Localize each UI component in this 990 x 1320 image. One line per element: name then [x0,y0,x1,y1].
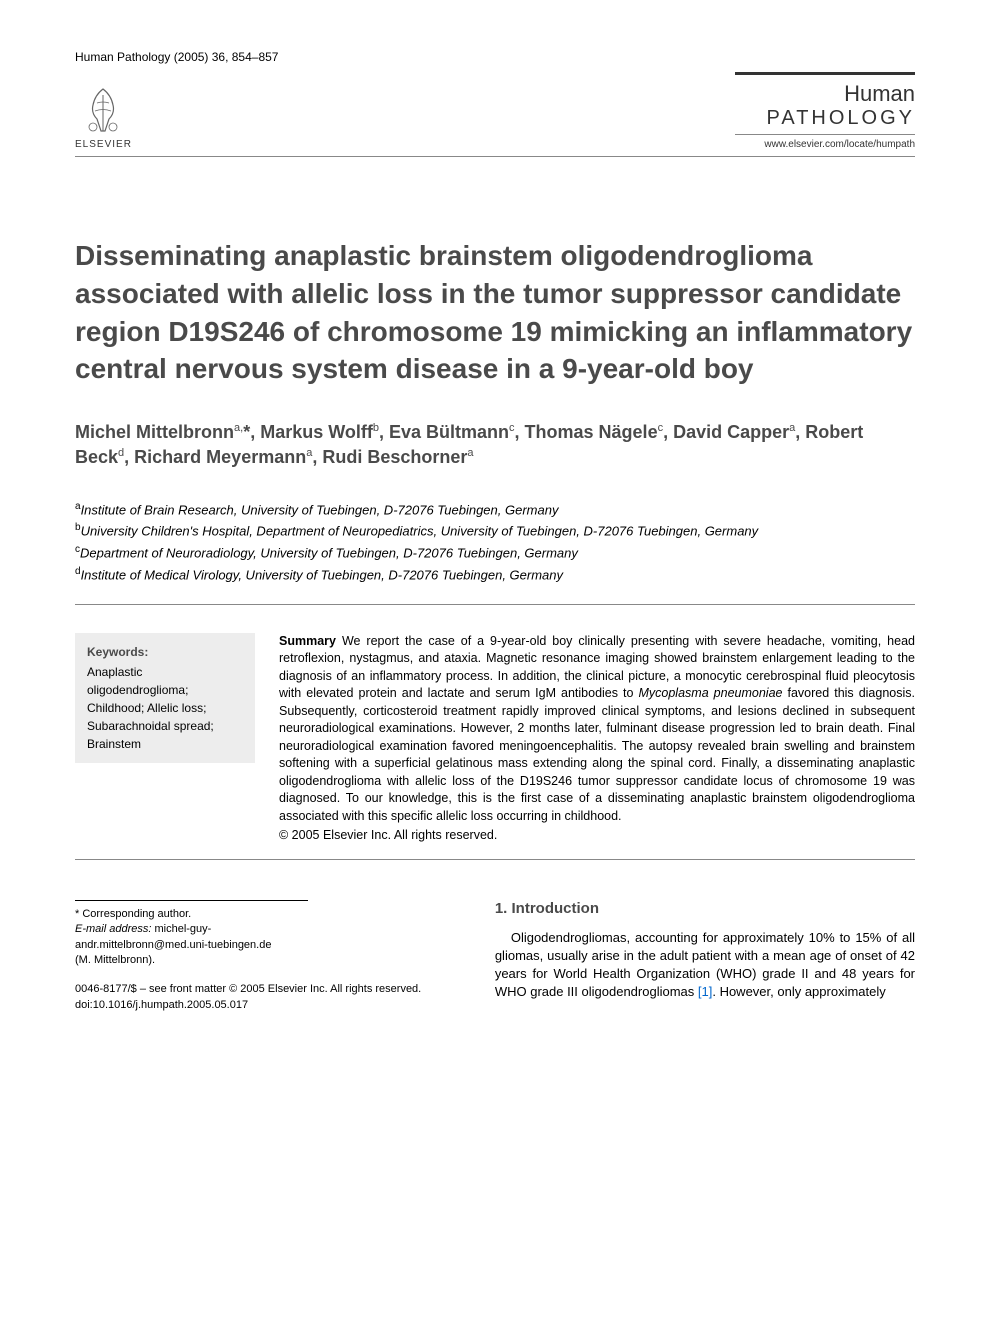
abstract-row: Keywords: Anaplastic oligodendroglioma; … [75,633,915,860]
email-author: (M. Mittelbronn). [75,953,308,968]
affiliation-line: bUniversity Children's Hospital, Departm… [75,520,915,541]
right-column: 1. Introduction Oligodendrogliomas, acco… [495,900,915,1013]
keywords-box: Keywords: Anaplastic oligodendroglioma; … [75,633,255,763]
corresponding-note: * Corresponding author. [75,907,308,922]
publisher-name: ELSEVIER [75,139,132,150]
email-line: E-mail address: michel-guy-andr.mittelbr… [75,922,308,953]
lower-columns: * Corresponding author. E-mail address: … [75,900,915,1013]
journal-name-line1: Human [735,81,915,107]
summary-heading: Summary [279,634,336,648]
summary-copyright: © 2005 Elsevier Inc. All rights reserved… [279,827,915,845]
journal-url: www.elsevier.com/locate/humpath [735,139,915,150]
section-1-heading: 1. Introduction [495,900,915,917]
email-label: E-mail address: [75,923,151,935]
page-header: Human Pathology (2005) 36, 854–857 [75,50,915,64]
keywords-heading: Keywords: [87,643,243,661]
authors-list: Michel Mittelbronna,*, Markus Wolffb, Ev… [75,420,915,470]
journal-block: Human PATHOLOGY www.elsevier.com/locate/… [735,72,915,150]
article-title: Disseminating anaplastic brainstem oligo… [75,237,915,388]
logo-row: ELSEVIER Human PATHOLOGY www.elsevier.co… [75,72,915,157]
ref-link-1[interactable]: [1] [698,984,712,999]
affiliation-line: cDepartment of Neuroradiology, Universit… [75,542,915,563]
front-matter: 0046-8177/$ – see front matter © 2005 El… [75,982,463,997]
summary-text: We report the case of a 9-year-old boy c… [279,634,915,823]
journal-name-line2: PATHOLOGY [735,107,915,130]
publisher-logo: ELSEVIER [75,81,132,150]
keywords-items: Anaplastic oligodendroglioma; Childhood;… [87,663,243,753]
journal-rule [735,72,915,75]
affiliations-block: aInstitute of Brain Research, University… [75,499,915,605]
footnotes-block: * Corresponding author. E-mail address: … [75,900,308,969]
summary-block: Summary We report the case of a 9-year-o… [279,633,915,845]
front-matter-block: 0046-8177/$ – see front matter © 2005 El… [75,982,463,1013]
affiliation-line: aInstitute of Brain Research, University… [75,499,915,520]
journal-rule-thin [735,134,915,135]
affiliation-line: dInstitute of Medical Virology, Universi… [75,564,915,585]
doi: doi:10.1016/j.humpath.2005.05.017 [75,998,463,1013]
citation-text: Human Pathology (2005) 36, 854–857 [75,50,278,64]
section-1-body: Oligodendrogliomas, accounting for appro… [495,929,915,1002]
left-column: * Corresponding author. E-mail address: … [75,900,463,1013]
elsevier-tree-icon [75,81,131,137]
